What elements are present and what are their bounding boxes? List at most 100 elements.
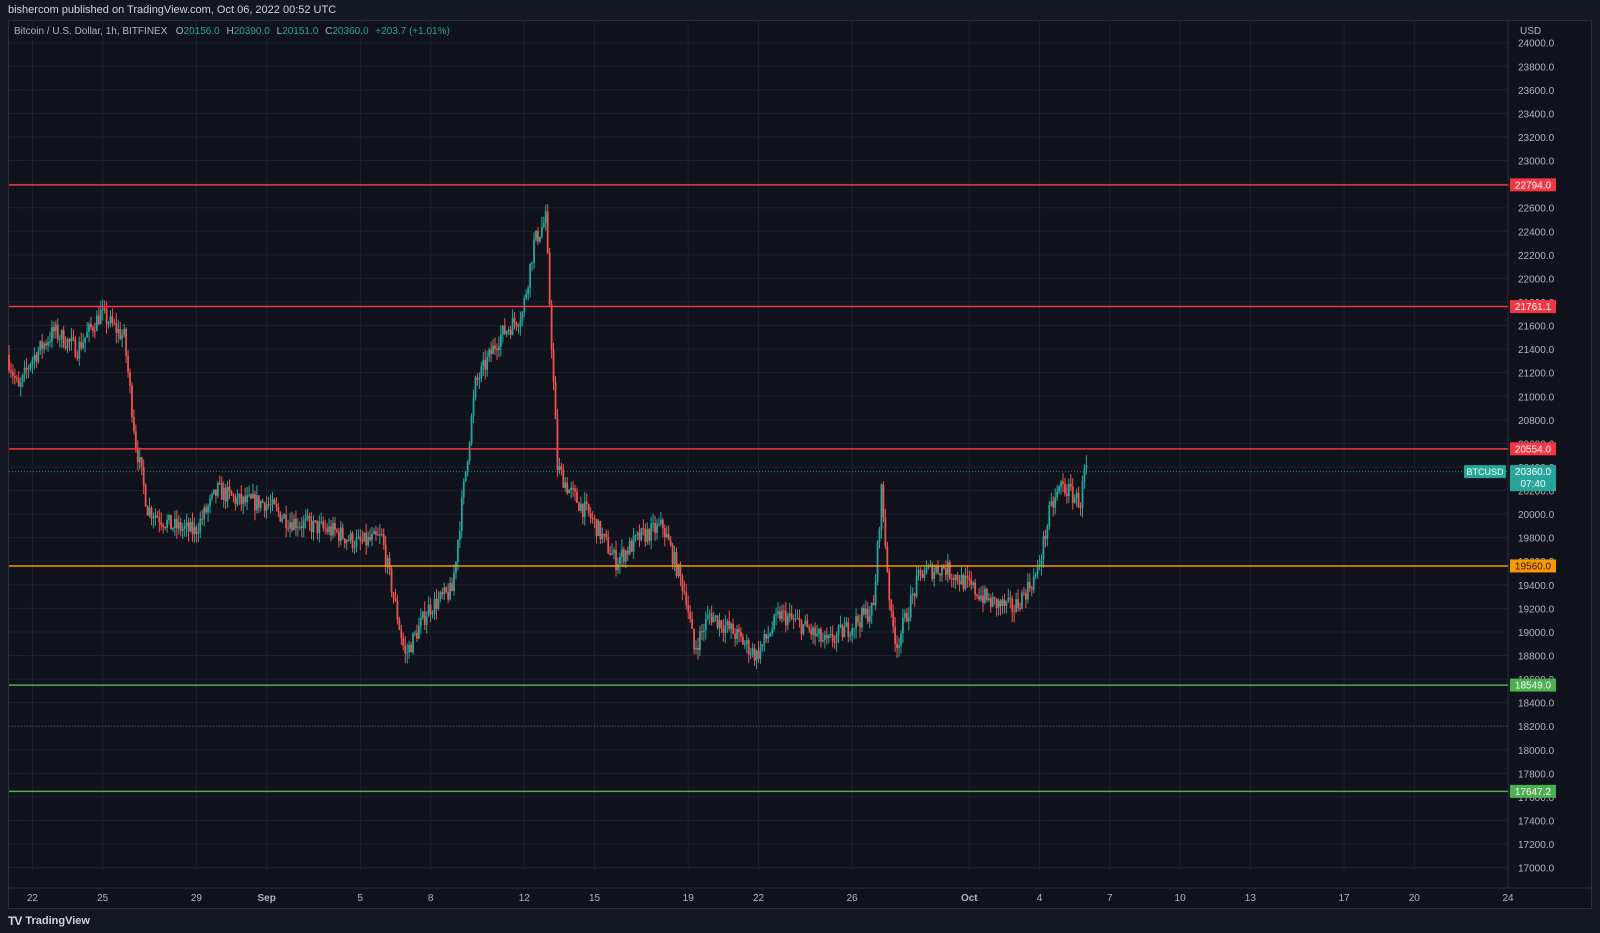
candle-body [306,516,309,519]
candle-body [443,587,446,595]
candle-body [382,534,385,546]
candle-body [607,537,610,554]
candle-body [991,597,994,607]
candle-body [349,533,352,541]
candle-body [232,495,235,497]
candle-body [310,521,313,533]
candle-body [1056,491,1059,498]
candle-body [556,419,559,470]
candle-body [462,481,465,498]
price-tick-label: 24000.0 [1518,39,1555,50]
candle-body [527,287,530,294]
candle-body [533,239,535,263]
candle-body [673,552,676,565]
candle-body [15,377,18,379]
candle-body [654,523,656,534]
candle-body [129,372,131,386]
candle-body [277,506,280,512]
candle-body [400,629,403,639]
candle-body [745,640,748,644]
candle-body [578,502,580,511]
candle-body [146,506,149,516]
candle-body [984,588,986,603]
candle-body [1069,483,1072,487]
candle-body [513,317,516,323]
candle-body [482,359,485,367]
candle-body [267,504,270,506]
price-tick-label: 22600.0 [1518,204,1555,215]
candle-body [187,522,190,532]
candle-body [980,595,982,600]
time-tick-label: 7 [1107,893,1113,904]
candle-body [228,486,231,492]
candle-body [851,628,854,636]
candle-body [503,325,506,335]
candle-body [138,457,141,463]
candle-body [976,594,979,597]
candle-body [720,620,723,629]
candle-body [923,574,926,578]
candle-body [419,617,422,626]
candle-body [845,622,848,627]
candle-body [115,323,118,334]
candle-body [37,350,40,362]
tradingview-brand[interactable]: TV TradingView [8,914,90,928]
candle-body [1067,483,1070,497]
candle-body [291,522,293,531]
candle-body [398,619,401,630]
time-tick-label: 17 [1338,893,1350,904]
candle-body [515,322,518,327]
candle-body [300,526,303,529]
candle-body [105,309,108,325]
candle-body [724,625,727,633]
candle-body [39,340,42,351]
candle-body [236,497,239,505]
time-tick-label: 4 [1037,893,1043,904]
bar-countdown-label: 07:40 [1520,479,1545,490]
candle-body [579,503,582,511]
candle-body [540,227,543,237]
candle-body [837,626,840,635]
candle-body [911,593,914,596]
candle-body [671,545,674,565]
level-price-tag [1510,300,1556,314]
price-tick-label: 23000.0 [1518,157,1555,168]
level-price-label: 21761.1 [1515,302,1552,313]
candle-body [823,634,826,641]
candle-body [866,608,869,622]
candle-body [1034,574,1037,577]
candle-body [585,501,588,505]
candle-body [458,530,461,541]
candle-body [798,618,801,621]
candle-body [474,377,477,398]
candle-body [70,337,73,342]
candle-body [755,650,758,661]
candle-body [257,495,260,509]
candle-body [47,341,49,346]
candle-body [402,638,405,646]
candle-body [740,632,742,637]
time-tick-label: 8 [428,893,434,904]
candle-body [1073,498,1076,503]
low-value: 20151.0 [282,26,319,37]
candle-body [1024,593,1027,600]
candle-body [226,486,229,502]
candle-body [749,654,752,656]
candle-body [281,518,284,522]
candle-body [511,317,514,335]
candle-body [550,304,553,350]
candle-body [1054,497,1057,508]
candle-body [133,416,135,432]
candle-body [816,633,818,636]
time-tick-label: 12 [519,893,531,904]
candle-body [576,491,578,503]
candle-body [373,531,375,535]
candle-body [859,622,861,628]
chart-frame[interactable] [8,20,1592,909]
candle-body [390,568,393,593]
candle-body [93,330,96,332]
candle-body [538,236,541,242]
candle-body [700,631,703,633]
candle-body [900,633,902,646]
